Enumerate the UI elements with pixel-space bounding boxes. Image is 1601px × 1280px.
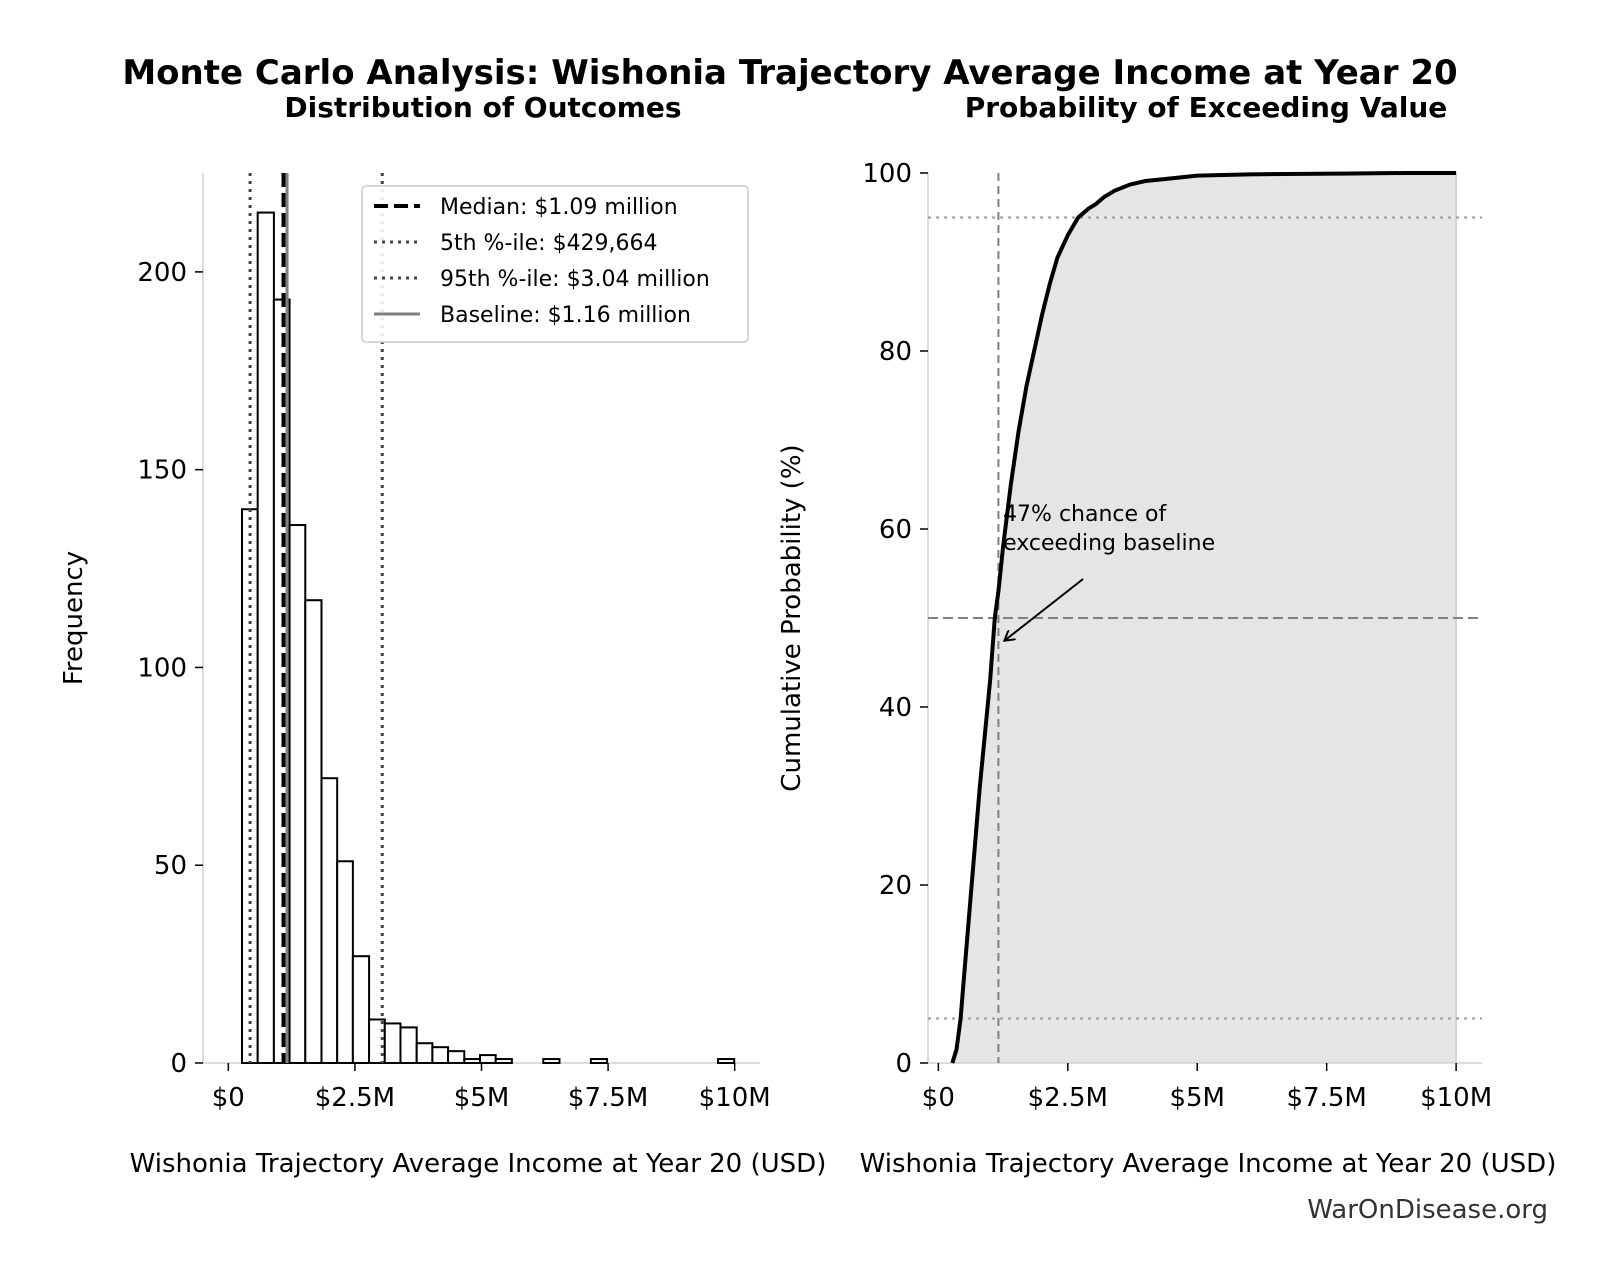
histogram-bar: [447, 1050, 466, 1064]
hist-y-tick-label: 150: [137, 456, 187, 486]
cdf-line: [950, 171, 1457, 1064]
hist-y-tick-label: 100: [137, 653, 187, 683]
histogram-bar: [351, 955, 371, 1065]
histogram-bar: [368, 1018, 386, 1065]
legend-entry: 95th %-ile: $3.04 million: [440, 267, 710, 292]
hist-x-tick-label: $0: [212, 1083, 245, 1113]
annotation-line: 47% chance of: [1003, 502, 1167, 527]
histogram-bar: [415, 1042, 434, 1064]
histogram-bar: [288, 524, 307, 1064]
hist-x-axis-label: Wishonia Trajectory Average Income at Ye…: [130, 1149, 827, 1179]
histogram-bar: [542, 1058, 561, 1064]
histogram-bar: [336, 860, 354, 1064]
cdf-x-tick-label: $5M: [1169, 1083, 1225, 1113]
histogram-panel: $0 $2.5M $5M $7.5M $10M 0 50 100 150 200 Wishonia …: [59, 173, 826, 1179]
cdf-x-tick-label: $10M: [1420, 1083, 1492, 1113]
hist-legend: Median: $1.09 million 5th %-ile: $429,664…: [361, 185, 749, 343]
credit-text: WarOnDisease.org: [1307, 1195, 1548, 1225]
cdf-y-tick-label: 80: [879, 337, 912, 367]
histogram-bar: [431, 1046, 450, 1064]
legend-entry: Baseline: $1.16 million: [440, 303, 691, 328]
histogram-bar: [383, 1022, 402, 1065]
histogram-bar: [494, 1058, 513, 1064]
histogram-bar: [256, 211, 275, 1065]
cdf-x-tick-label: $7.5M: [1287, 1083, 1367, 1113]
cdf-annotation-arrow: [1004, 578, 1084, 641]
hist-x-tick-label: $7.5M: [568, 1083, 648, 1113]
hist-x-tick-label: $10M: [699, 1083, 771, 1113]
figure-title: Monte Carlo Analysis: Wishonia Trajector…: [122, 53, 1457, 93]
legend-entry: 5th %-ile: $429,664: [440, 231, 658, 256]
histogram-bar: [716, 1058, 736, 1064]
hist-subtitle: Distribution of Outcomes: [284, 91, 681, 124]
hist-y-tick-label: 0: [170, 1049, 187, 1079]
legend-box: [361, 185, 749, 343]
cdf-y-tick-label: 40: [879, 693, 912, 723]
histogram-bar: [240, 508, 259, 1064]
cdf-panel: $0 $2.5M $5M $7.5M $10M 0 20 40 60 80 100 Wishonia …: [777, 159, 1556, 1179]
histogram-bar: [399, 1026, 418, 1065]
cdf-y-axis-label: Cumulative Probability (%): [777, 444, 807, 791]
annotation-line: exceeding baseline: [1003, 531, 1215, 556]
hist-y-axis-label: Frequency: [59, 551, 89, 685]
cdf-y-tick-label: 60: [879, 515, 912, 545]
histogram-bar: [589, 1058, 609, 1064]
cdf-x-axis-label: Wishonia Trajectory Average Income at Ye…: [860, 1149, 1557, 1179]
legend-entry: Median: $1.09 million: [440, 195, 678, 220]
histogram-bar: [478, 1054, 497, 1064]
histogram-bar: [320, 777, 339, 1064]
histogram-bar: [304, 599, 323, 1064]
cdf-x-tick-label: $2.5M: [1028, 1083, 1108, 1113]
cdf-y-tick-label: 100: [862, 159, 912, 189]
cdf-y-tick-label: 20: [879, 871, 912, 901]
histogram-bar: [463, 1058, 481, 1064]
hist-x-tick-label: $2.5M: [315, 1083, 395, 1113]
cdf-annotation-text: 47% chance of exceeding baseline: [1003, 502, 1215, 556]
cdf-subtitle: Probability of Exceeding Value: [965, 91, 1448, 124]
cdf-x-tick-label: $0: [922, 1083, 955, 1113]
cdf-y-tick-label: 0: [895, 1049, 912, 1079]
hist-y-tick-label: 200: [137, 258, 187, 288]
hist-y-tick-label: 50: [154, 851, 187, 881]
hist-x-tick-label: $5M: [454, 1083, 510, 1113]
